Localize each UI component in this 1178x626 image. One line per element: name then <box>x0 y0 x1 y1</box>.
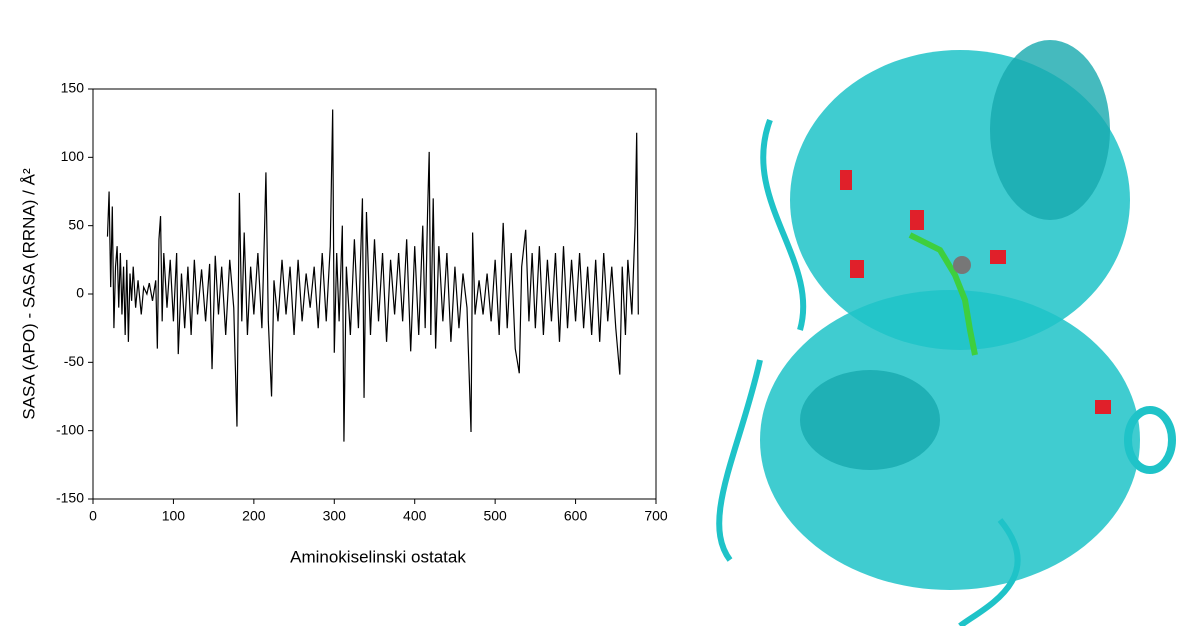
y-tick-label: 100 <box>61 148 85 164</box>
x-tick-label: 500 <box>483 508 507 524</box>
x-tick-label: 700 <box>644 508 668 524</box>
x-tick-label: 600 <box>564 508 588 524</box>
x-tick-label: 200 <box>242 508 266 524</box>
x-tick-label: 0 <box>89 508 97 524</box>
protein-structure <box>716 40 1176 626</box>
y-tick-label: -150 <box>56 490 84 506</box>
y-tick-label: 0 <box>76 285 84 301</box>
x-tick-label: 400 <box>403 508 427 524</box>
x-tick-label: 300 <box>323 508 347 524</box>
x-axis-label: Aminokiselinski ostatak <box>290 547 466 566</box>
data-line <box>106 109 639 442</box>
y-tick-label: 150 <box>61 80 85 96</box>
y-tick-label: -50 <box>64 353 84 369</box>
y-tick-label: 50 <box>68 216 84 232</box>
x-tick-label: 100 <box>162 508 186 524</box>
y-axis-label: SASA (APO) - SASA (RRNA) / Å² <box>19 168 38 420</box>
y-tick-label: -100 <box>56 421 84 437</box>
